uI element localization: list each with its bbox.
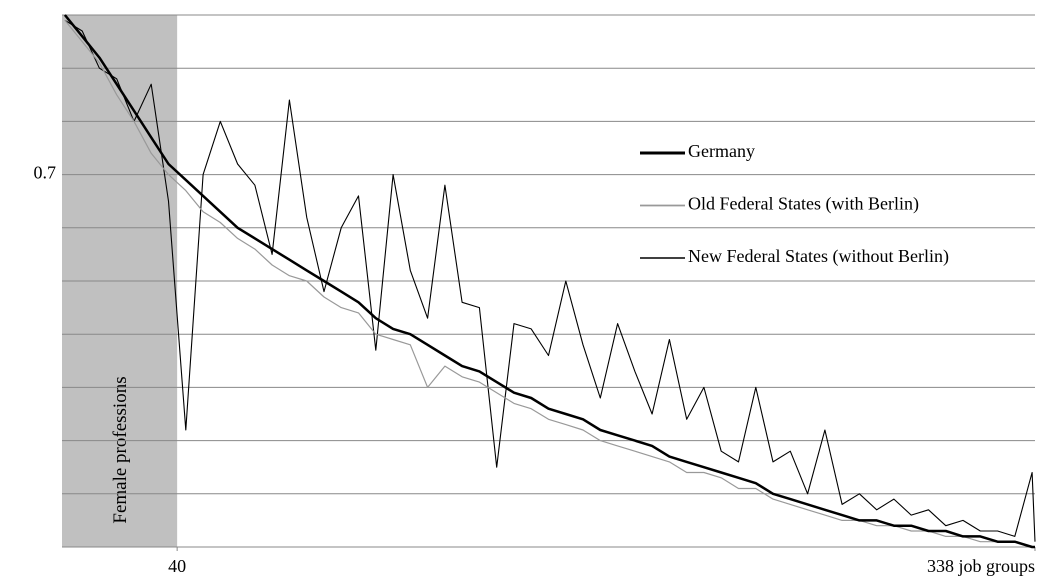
legend-label: Germany bbox=[688, 141, 755, 161]
series-line bbox=[64, 19, 1036, 542]
x-tick-label: 338 job groups bbox=[927, 556, 1035, 576]
legend-label: New Federal States (without Berlin) bbox=[688, 246, 949, 267]
shaded-label: Female professions bbox=[110, 376, 131, 523]
series-line bbox=[63, 14, 1035, 549]
legend-label: Old Federal States (with Berlin) bbox=[688, 194, 919, 215]
x-tick-label: 40 bbox=[168, 556, 186, 576]
series-line bbox=[64, 19, 1035, 548]
y-tick-label: 0.7 bbox=[34, 163, 57, 183]
